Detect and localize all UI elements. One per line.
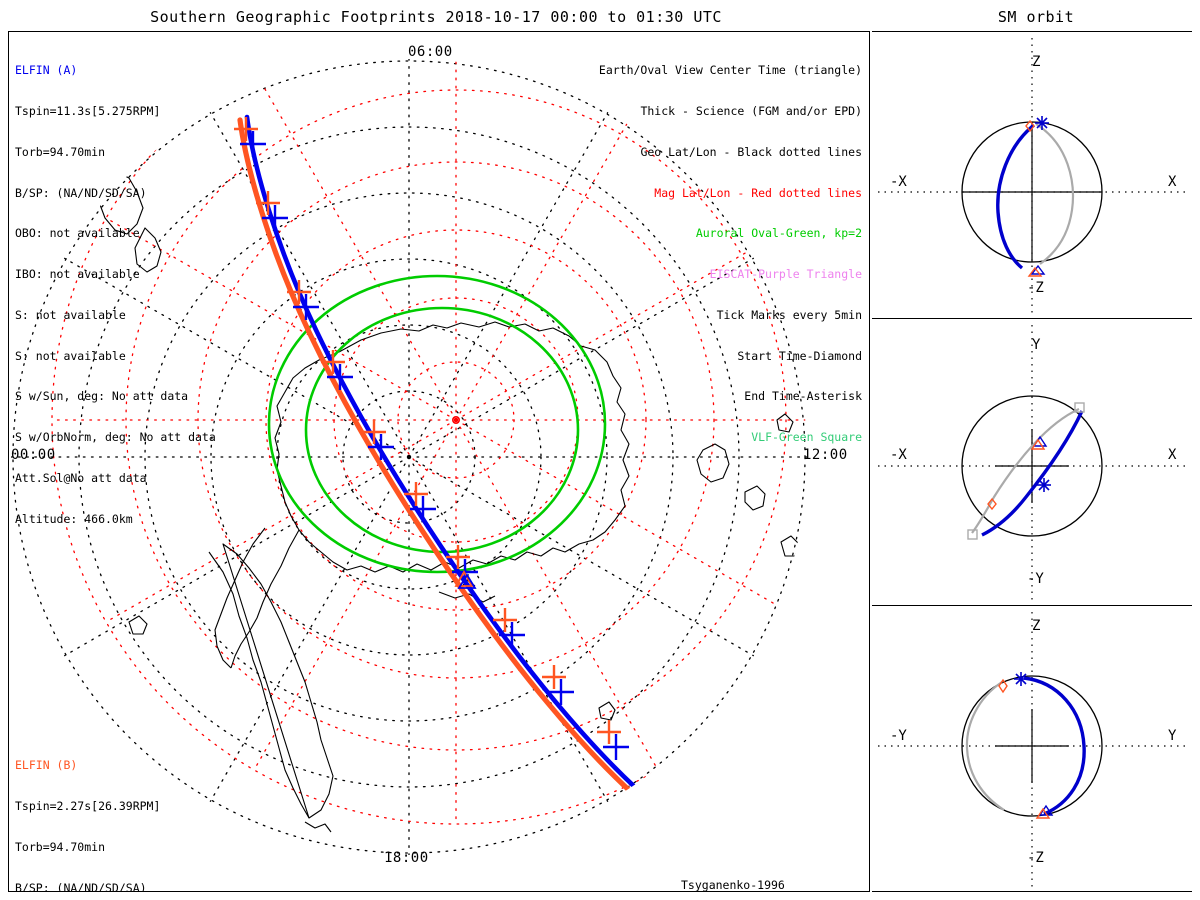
legend-item-4: Auroral Oval-Green, kp=2 <box>695 226 862 241</box>
clock-label-right: 12:00 <box>803 447 848 463</box>
elfin-b-line-0: Tspin=2.27s[26.39RPM] <box>15 798 161 813</box>
elfin-a-line-0: Tspin=11.3s[5.275RPM] <box>15 103 161 118</box>
sm-yz-axis-bottom: -Z <box>1027 850 1044 866</box>
mag-pole-marker <box>451 415 460 424</box>
elfin-a-line-6: S: not available <box>15 348 126 363</box>
elfin-a-label: ELFIN (A) <box>15 63 78 78</box>
legend-item-3: Mag Lat/Lon - Red dotted lines <box>654 185 862 200</box>
legend-item-2: Geo Lat/Lon - Black dotted lines <box>640 144 862 159</box>
elfin-a-line-5: S: not available <box>15 307 126 322</box>
elfin-a-line-7: S w/Sun, deg: No att data <box>15 389 189 404</box>
sm-yz-markers <box>998 672 1054 819</box>
sm-yz-plot <box>878 612 1186 887</box>
sm-panel-xy[interactable]: Y -Y -X X <box>872 318 1192 605</box>
legend-item-9: VLF-Green Square <box>751 430 862 445</box>
sm-xz-axis-right: X <box>1168 174 1177 190</box>
sm-xy-axis-top: Y <box>1032 337 1041 353</box>
legend-item-6: Tick Marks every 5min <box>716 307 862 322</box>
elfin-b-line-2: B/SP: (NA/ND/SD/SA) <box>15 880 147 892</box>
elfin-b-info-block: ELFIN (B) Tspin=2.27s[26.39RPM] Torb=94.… <box>15 732 216 892</box>
elfin-a-line-3: OBO: not available <box>15 226 140 241</box>
elfin-a-line-4: IBO: not available <box>15 267 140 282</box>
sm-panel-xz[interactable]: Z -Z -X X <box>872 31 1192 318</box>
legend-item-1: Thick - Science (FGM and/or EPD) <box>640 103 862 118</box>
plot-legend: Earth/Oval View Center Time (triangle) T… <box>599 37 862 472</box>
elfin-b-label: ELFIN (B) <box>15 758 78 773</box>
credit-block: Tsyganenko-1996 Created: Sun Jan 29 09:0… <box>681 852 869 892</box>
elfin-a-line-8: S w/OrbNorm, deg: No att data <box>15 430 216 445</box>
elfin-a-line-10: Altitude: 466.0km <box>15 511 133 526</box>
view-center-time-triangle <box>454 570 477 589</box>
clock-label-bottom: 18:00 <box>384 850 429 866</box>
auroral-oval <box>267 274 607 574</box>
legend-item-5: EISCAT-Purple Triangle <box>709 267 862 282</box>
sm-xz-axis-left: -X <box>890 174 907 190</box>
elfin-a-info-block: ELFIN (A) Tspin=11.3s[5.275RPM] Torb=94.… <box>15 37 216 554</box>
sm-panel-yz[interactable]: Z -Z -Y Y <box>872 605 1192 892</box>
clock-label-top: 06:00 <box>408 44 453 60</box>
sm-xy-markers <box>967 402 1085 540</box>
sm-orbit-column: Z -Z -X X <box>872 31 1192 892</box>
sm-yz-axis-right: Y <box>1168 728 1177 744</box>
footprint-map-panel[interactable]: 06:00 12:00 18:00 00:00 ELFIN (A) Tspin=… <box>8 31 870 892</box>
legend-item-0: Earth/Oval View Center Time (triangle) <box>598 63 862 78</box>
sm-xy-axis-left: -X <box>890 447 907 463</box>
sm-xz-markers <box>1025 116 1049 277</box>
sm-xz-plot <box>878 38 1186 313</box>
polar-footprint-plot <box>11 59 807 855</box>
sm-orbit-title: SM orbit <box>997 8 1075 26</box>
page-title: Southern Geographic Footprints 2018-10-1… <box>150 8 722 26</box>
elfin-a-line-2: B/SP: (NA/ND/SD/SA) <box>15 185 147 200</box>
sm-yz-axis-top: Z <box>1032 618 1041 634</box>
sm-xz-axis-top: Z <box>1032 54 1041 70</box>
legend-item-8: End Time-Asterisk <box>744 389 862 404</box>
elfin-a-line-9: Att.Sol@No att data <box>15 471 147 485</box>
geo-longitude-spokes <box>11 59 807 855</box>
elfin-b-line-1: Torb=94.70min <box>15 839 106 854</box>
sm-yz-axis-left: -Y <box>890 728 907 744</box>
clock-label-left: 00:00 <box>11 447 56 463</box>
elfin-a-line-1: Torb=94.70min <box>15 144 106 159</box>
sm-xy-axis-bottom: -Y <box>1027 571 1044 587</box>
mag-longitude-spokes <box>51 59 807 825</box>
legend-item-7: Start Time-Diamond <box>737 348 862 363</box>
sm-xz-axis-bottom: -Z <box>1027 280 1044 296</box>
sm-xy-axis-right: X <box>1168 447 1177 463</box>
sm-xy-plot <box>878 325 1186 600</box>
model-name: Tsyganenko-1996 <box>681 878 785 892</box>
